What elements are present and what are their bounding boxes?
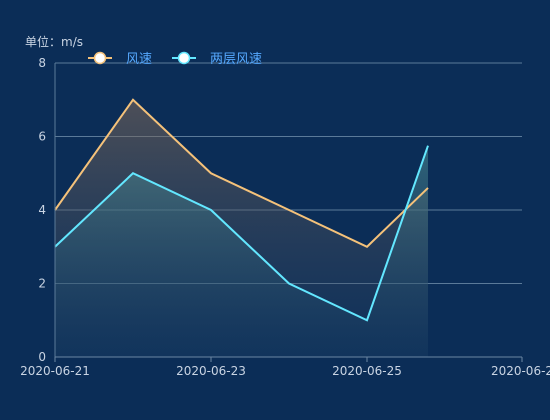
- y-tick-label: 6: [38, 130, 46, 144]
- x-tick-label: 2020-06-21: [20, 364, 90, 378]
- series-lines: [54, 98, 429, 322]
- x-tick-label: 2020-06-2: [491, 364, 550, 378]
- series-line-0: [54, 98, 429, 248]
- y-unit-label: 单位：m/s: [25, 34, 83, 49]
- legend: 风速 两层风速: [88, 51, 262, 67]
- legend-label: 两层风速: [210, 52, 262, 67]
- series-area-1: [55, 145, 428, 357]
- legend-circle-marker: [177, 51, 191, 65]
- legend-item-0[interactable]: 风速: [88, 51, 152, 67]
- y-axis: 0 2 4 6 8: [38, 56, 56, 364]
- legend-item-1[interactable]: 两层风速: [172, 51, 262, 67]
- series-areas: [55, 99, 428, 357]
- series-line-1: [54, 145, 429, 322]
- y-tick-label: 2: [38, 277, 46, 291]
- y-tick-label: 8: [38, 56, 46, 70]
- x-tick-label: 2020-06-23: [176, 364, 246, 378]
- y-tick-label: 0: [38, 350, 46, 364]
- legend-label: 风速: [126, 52, 152, 67]
- x-tick-label: 2020-06-25: [332, 364, 402, 378]
- x-axis: 2020-06-21 2020-06-23 2020-06-25 2020-06-2: [20, 356, 550, 378]
- legend-circle-marker: [93, 51, 107, 65]
- y-tick-label: 4: [38, 203, 46, 217]
